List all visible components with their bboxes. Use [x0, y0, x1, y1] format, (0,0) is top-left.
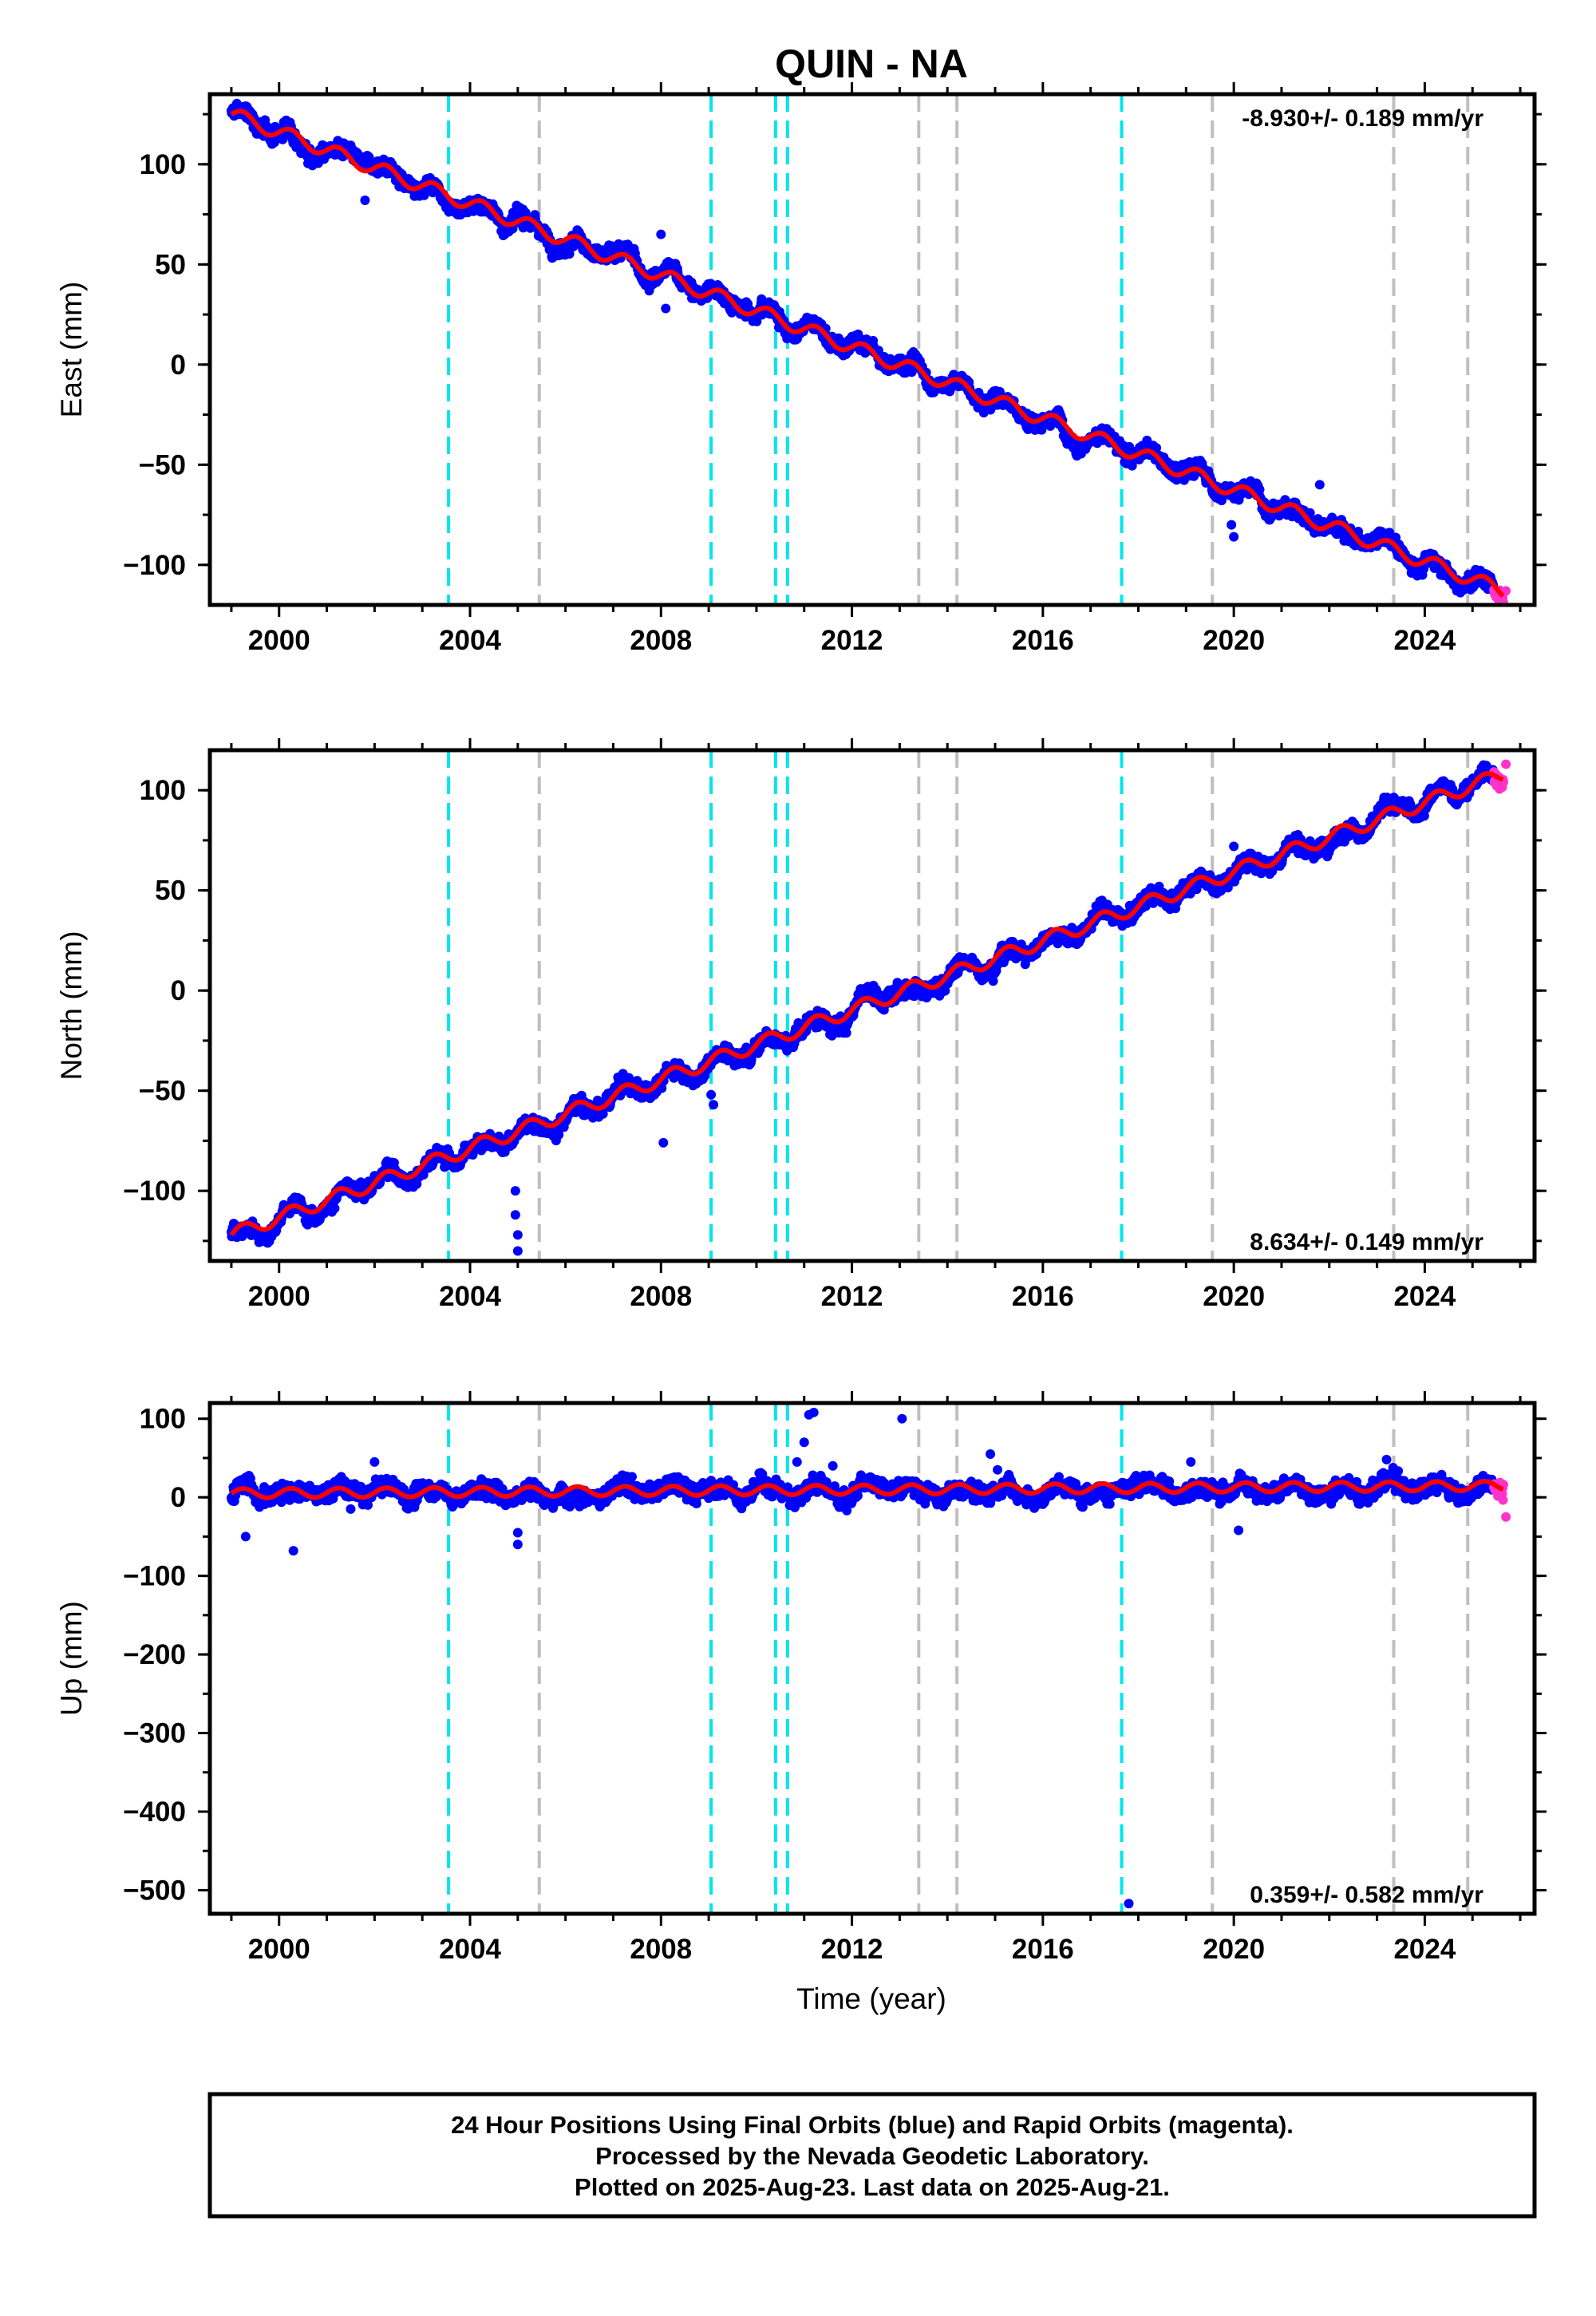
final-point	[364, 152, 374, 162]
y-tick-label: 0	[171, 350, 186, 381]
x-tick-label: 2024	[1393, 625, 1456, 656]
final-point	[1189, 471, 1199, 481]
model-curve	[230, 109, 1505, 599]
y-tick-label: 100	[140, 149, 186, 180]
final-point	[657, 1083, 667, 1093]
x-tick-label: 2004	[439, 625, 501, 656]
final-point	[841, 1028, 851, 1038]
outlier-point	[1314, 480, 1325, 490]
final-point	[564, 249, 575, 259]
panel-north: 2000 2004 2008 2012 2016 2020 2024100500−50−10…	[55, 738, 1547, 1312]
panel-east: 2000 2004 2008 2012 2016 2020 2024 100 50 0 −50 −10…	[55, 82, 1547, 656]
rate-label: -8.930+/- 0.189 mm/yr	[1242, 105, 1483, 132]
final-orbit-points	[226, 760, 1499, 1256]
x-tick-label: 2000	[248, 625, 310, 656]
plot-frame	[207, 92, 1537, 607]
x-tick-label: 2008	[630, 625, 692, 656]
y-tick-label: −50	[139, 449, 186, 480]
panels: 2000 2004 2008 2012 2016 2020 2024 100 50 0 −50 −10…	[55, 82, 1547, 1965]
y-tick-label: 50	[155, 249, 186, 280]
final-point	[554, 1129, 564, 1140]
plot-area	[226, 94, 1511, 605]
x-tick-label: 2016	[1012, 625, 1074, 656]
final-point	[1254, 484, 1265, 495]
outlier-point	[1229, 532, 1239, 542]
x-tick-label: 2020	[1203, 625, 1265, 656]
outlier-point	[661, 303, 671, 314]
y-tick-label: −100	[123, 550, 186, 581]
outlier-point	[360, 196, 370, 206]
outlier-point	[1227, 520, 1237, 530]
y-axis-title: East (mm)	[55, 282, 88, 418]
plot-area	[226, 750, 1511, 1261]
outlier-point	[656, 229, 666, 239]
final-point	[1305, 508, 1315, 518]
main-title: QUIN - NA	[775, 41, 968, 86]
final-point	[330, 1203, 340, 1214]
x-tick-label: 2012	[821, 625, 883, 656]
